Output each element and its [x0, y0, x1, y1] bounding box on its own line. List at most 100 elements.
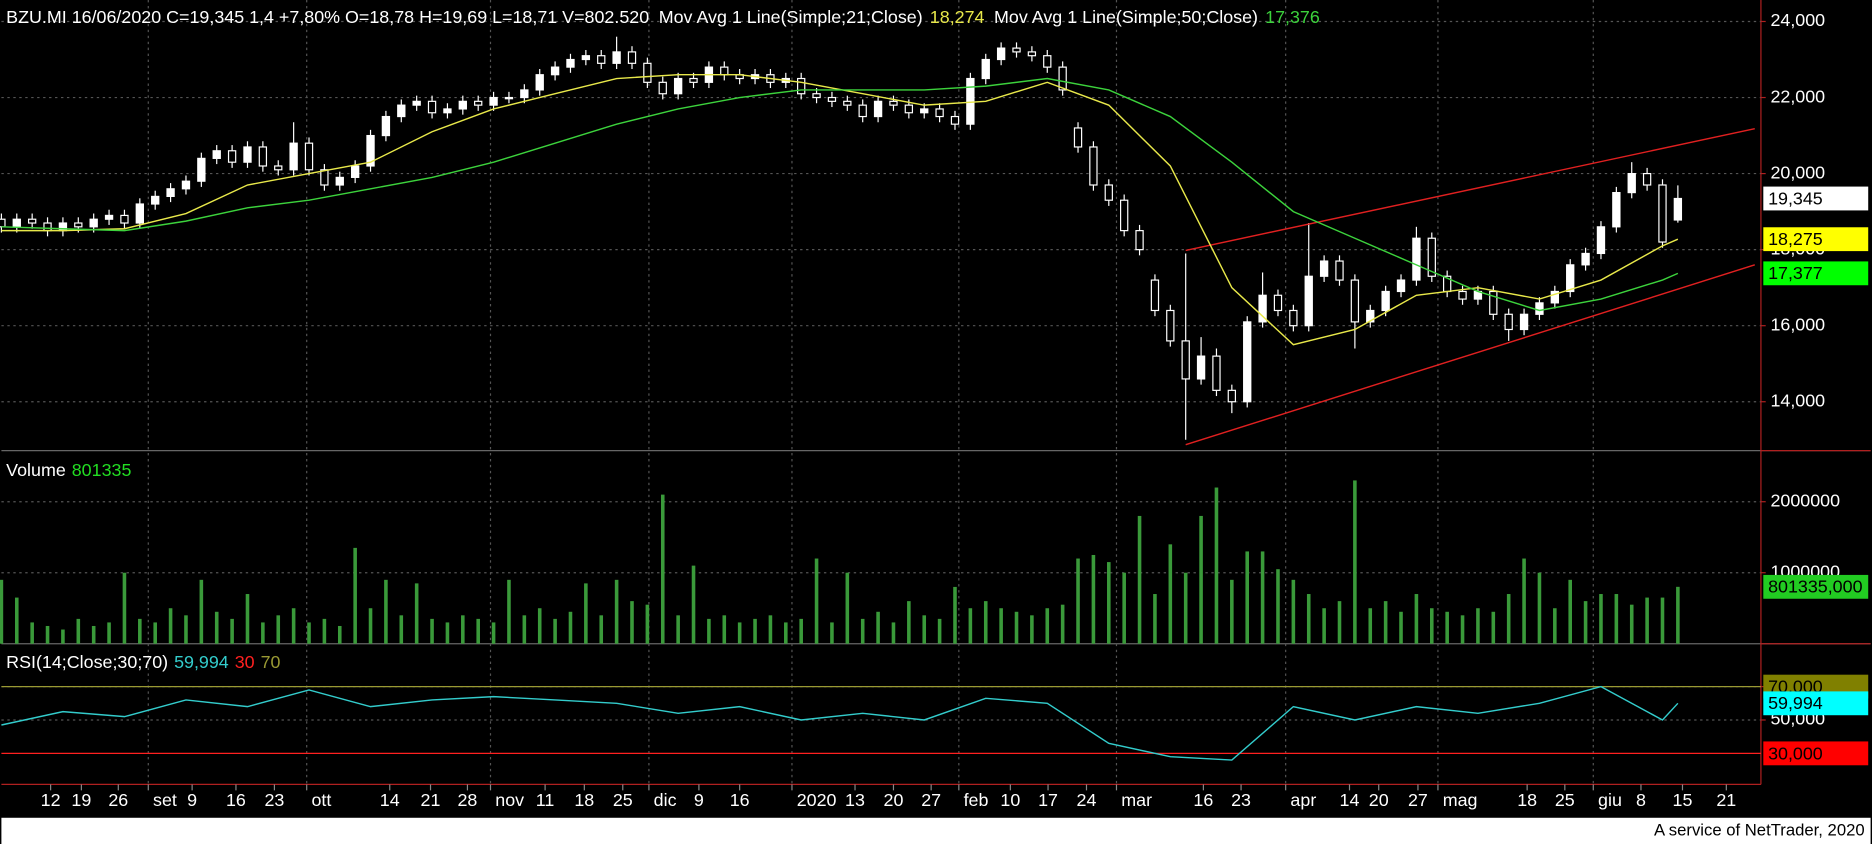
- volume-bar: [353, 547, 357, 644]
- candle-body: [443, 108, 452, 114]
- volume-bar: [968, 608, 973, 644]
- x-tick-label: 13: [845, 790, 865, 810]
- volume-bar: [1383, 601, 1388, 644]
- candle-body: [1612, 192, 1621, 228]
- volume-bar: [1506, 594, 1511, 644]
- volume-bar: [1122, 572, 1126, 644]
- candle-body: [1166, 309, 1175, 342]
- candle-body: [1412, 237, 1421, 281]
- x-tick-label: 9: [187, 790, 197, 810]
- volume-bar: [107, 622, 111, 644]
- candle-body: [1596, 226, 1606, 255]
- x-tick-label: feb: [964, 790, 989, 810]
- x-tick-label: 10: [1000, 790, 1020, 810]
- candle-body: [1504, 313, 1513, 331]
- candle-body: [43, 222, 52, 232]
- y-tick-label: 20,000: [1770, 162, 1825, 182]
- volume-bar: [999, 608, 1003, 644]
- volume-bar: [937, 618, 942, 644]
- legend-name: Volume: [6, 460, 66, 480]
- volume-bar: [707, 618, 711, 644]
- candle-body: [1089, 146, 1098, 186]
- volume-bar: [768, 615, 773, 644]
- volume-bar: [1107, 562, 1111, 644]
- candle-body: [1304, 275, 1313, 327]
- volume-bar: [1153, 594, 1157, 644]
- volume-bar: [1076, 558, 1080, 644]
- candle-body: [1381, 290, 1390, 312]
- candle-body: [858, 104, 867, 118]
- volume-bar: [1660, 597, 1665, 644]
- volume-bar: [1553, 608, 1557, 644]
- value-badge: [1763, 741, 1869, 766]
- volume-bar: [860, 618, 865, 644]
- candle-body: [1104, 184, 1113, 201]
- volume-bar: [737, 622, 742, 644]
- volume-bar: [430, 618, 434, 644]
- candle-body: [335, 176, 344, 186]
- candle-body: [1489, 290, 1498, 315]
- volume-bar: [491, 622, 496, 644]
- candle-body: [489, 96, 498, 106]
- volume-bar: [1568, 579, 1572, 644]
- volume-bar: [722, 615, 727, 644]
- volume-bar: [1214, 487, 1219, 644]
- volume-bar: [1030, 615, 1034, 644]
- volume-bar: [1230, 579, 1234, 644]
- y-tick-label: 2000000: [1770, 490, 1840, 510]
- legend-level: 70: [261, 652, 281, 672]
- legend: Volume 801335: [6, 460, 131, 480]
- volume-bar: [1645, 597, 1649, 644]
- candle-body: [1350, 279, 1360, 323]
- value-badge: [1763, 186, 1869, 211]
- value-badge-label: 19,345: [1768, 188, 1823, 208]
- candle-body: [1642, 172, 1652, 186]
- value-badge: [1763, 227, 1869, 252]
- legend-level: 30: [235, 652, 255, 672]
- volume-bar: [599, 615, 604, 644]
- x-tick-label: dic: [654, 790, 677, 810]
- trend-line: [1185, 264, 1755, 446]
- header: BZU.MI 16/06/2020 C=19,345 1,4 +7,80% O=…: [6, 7, 1320, 27]
- volume-bar: [691, 565, 696, 644]
- x-tick-label: mag: [1443, 790, 1478, 810]
- x-tick-label: 23: [1231, 790, 1251, 810]
- x-tick-label: 21: [1716, 790, 1736, 810]
- candle-body: [1627, 172, 1636, 194]
- y-tick-label: 14,000: [1770, 390, 1825, 410]
- candle-body: [197, 157, 206, 182]
- volume-bar: [630, 601, 634, 644]
- y-tick-label: 22,000: [1770, 86, 1825, 106]
- volume-bar: [30, 622, 34, 644]
- candle-body: [520, 89, 529, 99]
- candle-body: [843, 100, 852, 106]
- volume-bar: [184, 615, 188, 644]
- candle-body: [550, 66, 560, 76]
- x-tick-label: 23: [264, 790, 284, 810]
- candle-body: [397, 104, 406, 118]
- footer: A service of NetTrader, 2020: [1654, 820, 1865, 839]
- volume-bar: [1676, 586, 1680, 644]
- candle-body: [27, 218, 37, 224]
- x-tick-label: 26: [108, 790, 128, 810]
- x-tick-label: 25: [613, 790, 633, 810]
- x-tick-label: 12: [41, 790, 61, 810]
- volume-bar: [1260, 551, 1265, 644]
- x-tick-label: 18: [1517, 790, 1537, 810]
- volume-bar: [138, 618, 142, 644]
- volume-bar: [91, 625, 96, 644]
- candle-body: [1027, 51, 1037, 57]
- candle-body: [1043, 55, 1052, 68]
- volume-bar: [1368, 608, 1373, 644]
- moving-average-line: [1, 74, 1679, 346]
- x-tick-label: 20: [1369, 790, 1389, 810]
- volume-bar: [14, 597, 19, 644]
- y-tick-label: 24,000: [1770, 10, 1825, 30]
- candle-body: [950, 115, 960, 125]
- x-tick-label: nov: [495, 790, 524, 810]
- volume-bar: [1429, 608, 1434, 644]
- x-tick-label: 16: [226, 790, 246, 810]
- value-badge-label: 30,000: [1768, 743, 1823, 763]
- volume-bar: [983, 601, 988, 644]
- volume-bar: [1091, 554, 1096, 644]
